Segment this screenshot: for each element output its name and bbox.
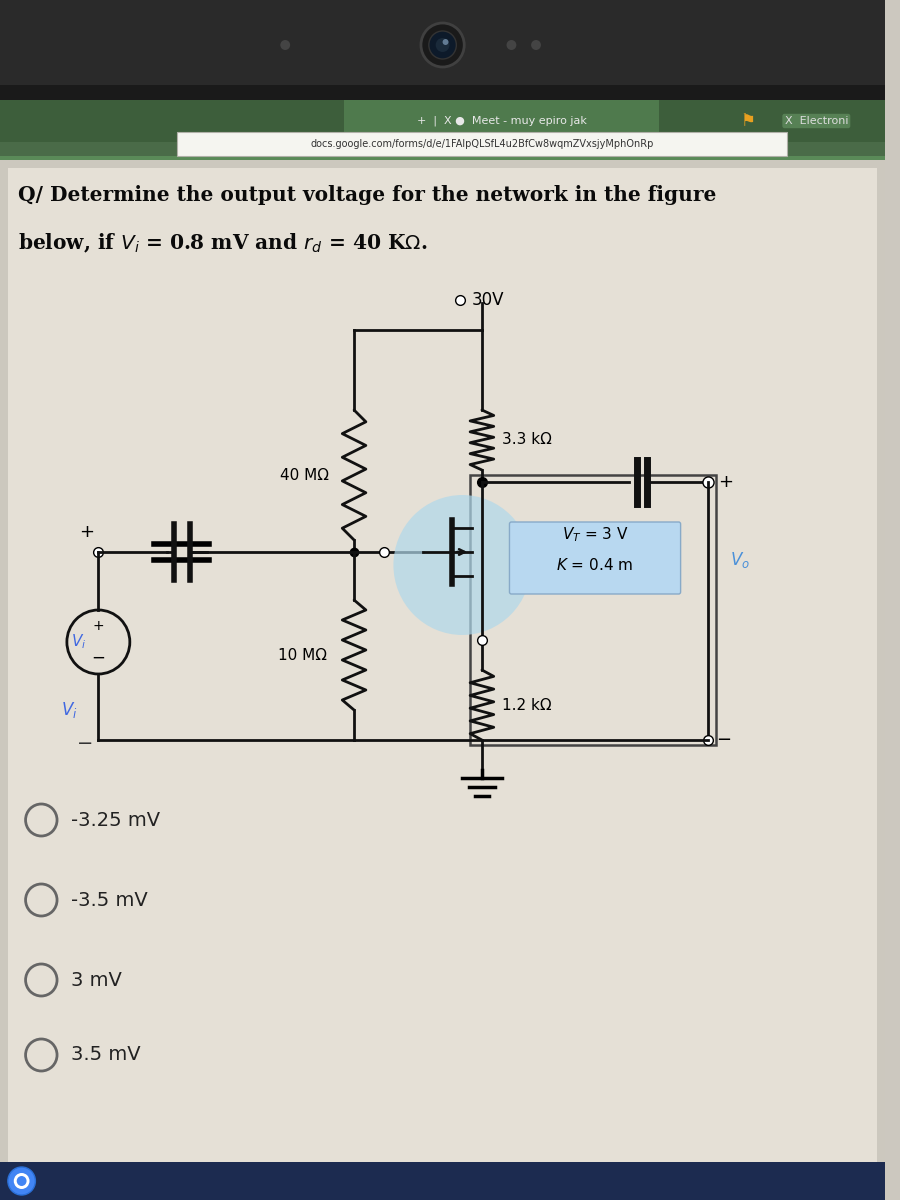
Text: $V_i$: $V_i$ <box>71 632 86 652</box>
Text: X  Electroni: X Electroni <box>785 116 848 126</box>
Circle shape <box>421 23 464 67</box>
Text: −: − <box>92 649 105 667</box>
Bar <box>344 100 659 142</box>
Text: 10 MΩ: 10 MΩ <box>278 648 328 662</box>
Text: −: − <box>76 733 93 752</box>
FancyBboxPatch shape <box>509 522 680 594</box>
Bar <box>470 475 716 745</box>
Text: $V_T$ = 3 V: $V_T$ = 3 V <box>562 526 628 545</box>
Circle shape <box>280 40 290 50</box>
Text: +: + <box>93 619 104 634</box>
Text: -3.5 mV: -3.5 mV <box>71 890 148 910</box>
Text: below, if $V_i$ = 0.8 mV and $r_d$ = 40 K$\Omega$.: below, if $V_i$ = 0.8 mV and $r_d$ = 40 … <box>18 232 427 256</box>
Text: 30V: 30V <box>472 290 505 308</box>
Circle shape <box>428 31 456 59</box>
Circle shape <box>393 494 531 635</box>
Text: +: + <box>79 523 94 541</box>
Text: 1.2 kΩ: 1.2 kΩ <box>501 697 551 713</box>
Text: ⚑: ⚑ <box>740 112 755 130</box>
Bar <box>0 1162 886 1200</box>
Circle shape <box>507 40 517 50</box>
Text: docs.google.com/forms/d/e/1FAlpQLSfL4u2BfCw8wqmZVxsjyMphOnRp: docs.google.com/forms/d/e/1FAlpQLSfL4u2B… <box>310 139 653 149</box>
Circle shape <box>17 1176 27 1186</box>
Text: +: + <box>718 473 733 491</box>
Text: Q/ Determine the output voltage for the network in the figure: Q/ Determine the output voltage for the … <box>18 185 716 205</box>
Bar <box>0 156 886 164</box>
Circle shape <box>436 38 449 52</box>
Circle shape <box>443 38 448 44</box>
Text: $K$ = 0.4 m: $K$ = 0.4 m <box>556 557 634 572</box>
Text: 3.3 kΩ: 3.3 kΩ <box>501 432 552 448</box>
Circle shape <box>8 1166 35 1195</box>
Circle shape <box>14 1174 30 1189</box>
Text: $V_o$: $V_o$ <box>730 550 750 570</box>
Bar <box>0 100 886 142</box>
Bar <box>8 168 878 1170</box>
Bar <box>177 132 787 156</box>
Bar <box>0 160 886 1200</box>
Bar <box>0 0 886 100</box>
Text: 3 mV: 3 mV <box>71 971 122 990</box>
Text: +  |  X ●  Meet - muy epiro jak: + | X ● Meet - muy epiro jak <box>417 115 587 126</box>
Text: 3.5 mV: 3.5 mV <box>71 1045 140 1064</box>
Bar <box>0 100 886 160</box>
Text: -3.25 mV: -3.25 mV <box>71 810 160 829</box>
Circle shape <box>531 40 541 50</box>
Text: 40 MΩ: 40 MΩ <box>280 468 329 482</box>
Text: $V_i$: $V_i$ <box>61 700 77 720</box>
Text: −: − <box>716 731 731 749</box>
Bar <box>0 85 886 100</box>
